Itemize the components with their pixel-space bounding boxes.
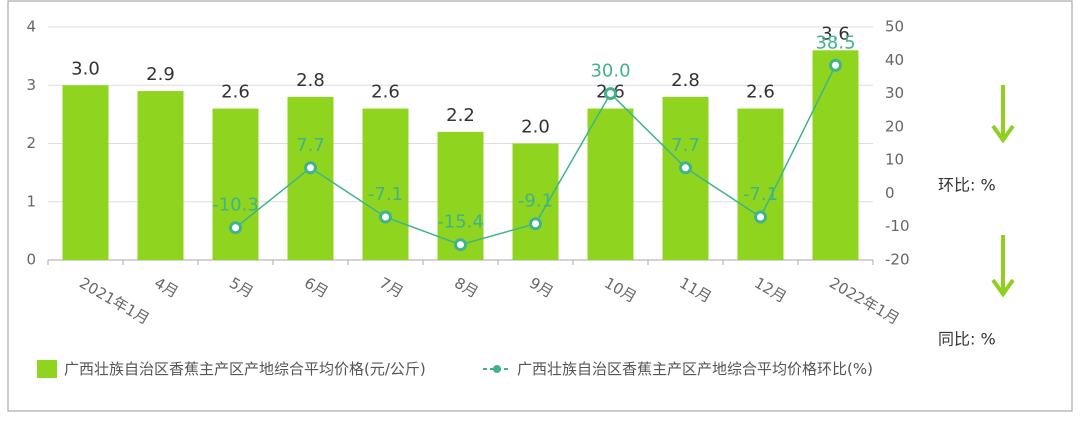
data-label: 3.6 (821, 23, 850, 44)
arrow (991, 85, 1015, 144)
data-label: 2.9 (146, 64, 175, 85)
bar (812, 50, 859, 260)
x-tick-label: 2021年1月 (76, 274, 152, 328)
data-label: -15.4 (437, 212, 484, 233)
x-tick-label: 8月 (451, 274, 481, 302)
y2-tick-label: 20 (885, 117, 904, 135)
x-tick-label: 6月 (301, 274, 331, 302)
bar (362, 108, 409, 260)
data-label: 7.7 (671, 135, 700, 156)
data-label: 2.6 (371, 82, 400, 103)
bar (512, 143, 559, 260)
data-label: -7.1 (743, 184, 778, 205)
frame (7, 0, 1073, 412)
bar (737, 108, 784, 260)
x-tick-label: 7月 (376, 274, 406, 302)
x-tick-label: 9月 (526, 274, 556, 302)
point (829, 58, 842, 72)
legend-item[interactable]: 广西壮族自治区香蕉主产区产地综合平均价格环比(%) (483, 360, 907, 379)
data-label: 30.0 (590, 61, 630, 82)
data-label: 3.0 (71, 58, 100, 79)
x-tick-label: 5月 (226, 274, 256, 302)
point (754, 210, 767, 224)
point (454, 238, 467, 252)
data-label: 2.8 (296, 70, 325, 91)
data-label: -10.3 (212, 195, 259, 216)
data-label: 2.2 (446, 105, 475, 126)
data-label: 38.5 (815, 32, 855, 53)
point (679, 161, 692, 175)
legend-swatch (483, 365, 511, 373)
y-tick-label: 0 (26, 251, 36, 269)
y2-tick-label: -10 (885, 217, 910, 235)
legend-swatch (37, 360, 57, 378)
data-label: 2.6 (746, 82, 775, 103)
arrow (991, 235, 1015, 298)
y-tick-label: 3 (26, 76, 36, 94)
y2-tick-label: 40 (885, 51, 904, 69)
data-label: 7.7 (296, 135, 325, 156)
bar (62, 85, 109, 260)
y2-tick-label: 10 (885, 151, 904, 169)
legend-item[interactable]: 广西壮族自治区香蕉主产区产地综合平均价格(元/公斤) (37, 360, 454, 379)
data-label: 2.8 (671, 70, 700, 91)
x-tick-label: 11月 (676, 274, 715, 307)
point (379, 210, 392, 224)
data-label: -7.1 (368, 184, 403, 205)
legend-text: 广西壮族自治区香蕉主产区产地综合平均价格环比(%) (517, 360, 873, 378)
point (604, 87, 617, 101)
bar (587, 108, 634, 260)
point (229, 221, 242, 235)
y2-tick-label: 30 (885, 84, 904, 102)
data-label: 2.6 (221, 82, 250, 103)
x-tick-label: 4月 (151, 274, 181, 302)
bar (137, 91, 184, 260)
data-label: -9.1 (518, 191, 553, 212)
x-tick-label: 12月 (751, 274, 790, 307)
legend-text: 广西壮族自治区香蕉主产区产地综合平均价格(元/公斤) (64, 360, 426, 378)
point (529, 217, 542, 231)
y2-tick-label: 0 (885, 184, 895, 202)
side-label: 同比: % (938, 330, 996, 349)
data-label: 2.0 (521, 117, 550, 138)
y-tick-label: 4 (26, 18, 36, 36)
y2-tick-label: 50 (885, 18, 904, 36)
y-tick-label: 2 (26, 134, 36, 152)
x-tick-label: 2022年1月 (826, 274, 902, 328)
bar (212, 108, 259, 260)
y-tick-label: 1 (26, 192, 36, 210)
y2-tick-label: -20 (885, 251, 910, 269)
x-tick-label: 10月 (601, 274, 640, 307)
side-label: 环比: % (938, 176, 996, 195)
point (304, 161, 317, 175)
